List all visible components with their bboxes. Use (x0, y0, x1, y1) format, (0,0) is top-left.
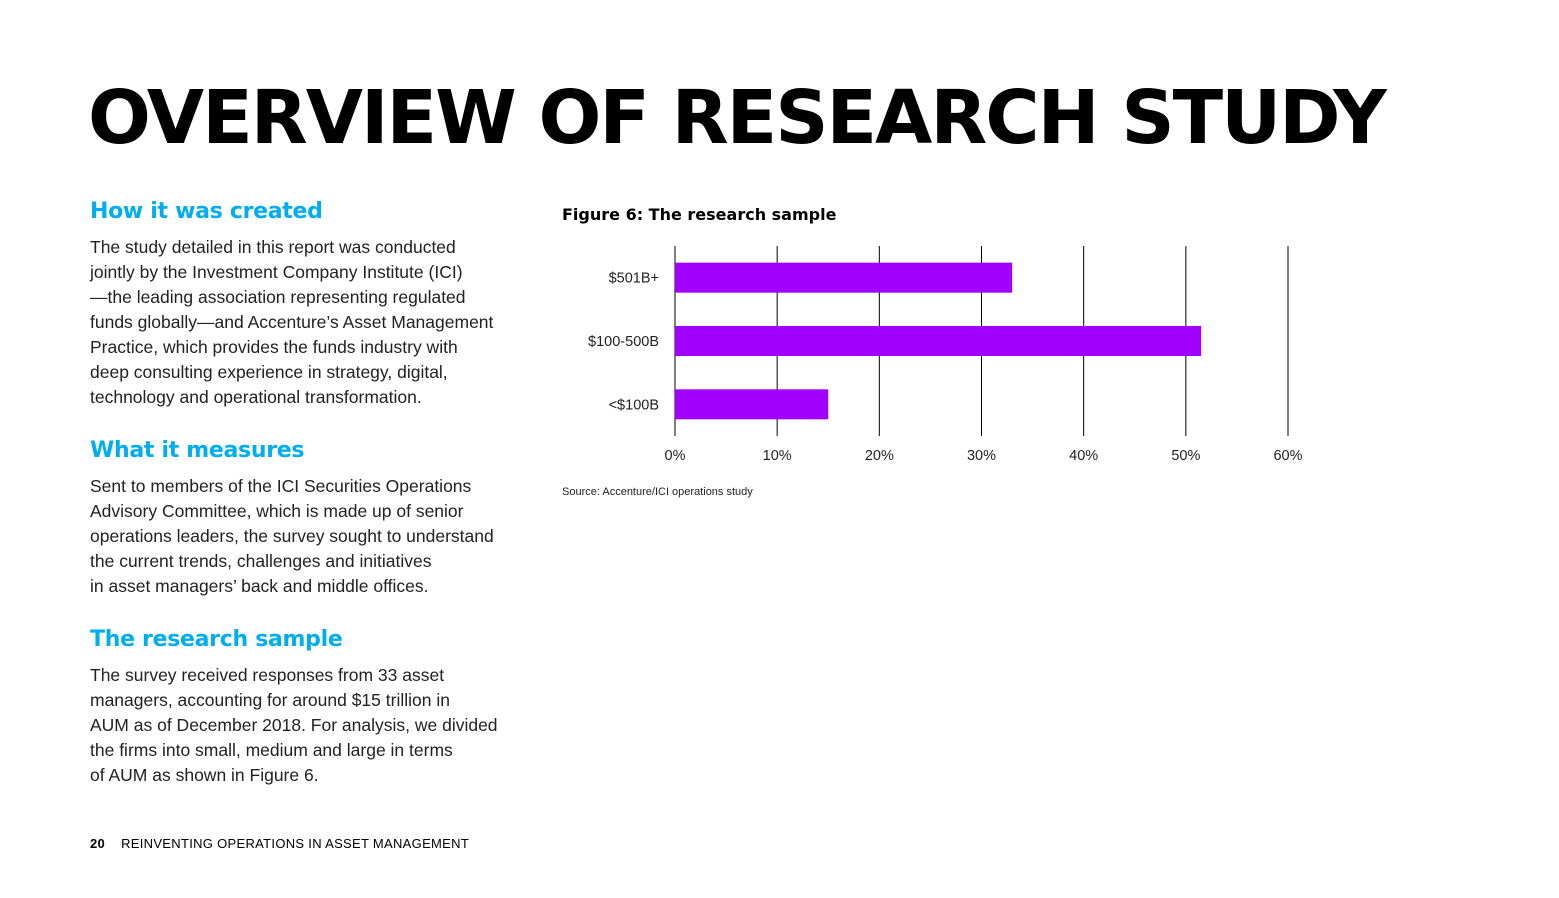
x-tick-label: 20% (865, 448, 894, 464)
figure-research-sample: Figure 6: The research sample 0% 10% 20% 30… (562, 202, 1322, 512)
category-label: <$100B (609, 397, 659, 413)
section-how-created: How it was created The study detailed in… (90, 196, 530, 410)
bar (675, 262, 1013, 293)
source-note: Source: Accenture/ICI operations study (562, 486, 753, 498)
category-label: $100-500B (588, 334, 659, 350)
section-body: The survey received responses from 33 as… (90, 665, 498, 785)
section-heading: The research sample (90, 627, 343, 652)
section-research-sample: The research sample The survey received … (90, 624, 530, 788)
text-column: How it was created The study detailed in… (90, 196, 530, 788)
category-label: $501B+ (609, 271, 659, 287)
section-body: The study detailed in this report was co… (90, 237, 494, 407)
x-tick-label: 60% (1273, 448, 1302, 464)
figure-title: Figure 6: The research sample (562, 205, 837, 224)
bar (675, 326, 1202, 356)
x-tick-label: 0% (665, 448, 686, 464)
x-tick-label: 50% (1171, 448, 1200, 464)
section-what-measures: What it measures Sent to members of the … (90, 435, 530, 599)
page-number: 20 (90, 836, 106, 851)
publication-title: REINVENTING OPERATIONS IN ASSET MANAGEME… (121, 836, 470, 851)
bar-chart: 0% 10% 20% 30% 40% 50% 60% $501B+ $100-500B <$100… (588, 246, 1303, 464)
bar (675, 389, 829, 420)
x-tick-label: 10% (763, 448, 792, 464)
x-tick-label: 40% (1069, 448, 1098, 464)
page-title: OVERVIEW OF RESEARCH STUDY (88, 75, 1387, 161)
section-body: Sent to members of the ICI Securities Op… (90, 476, 494, 596)
section-heading: What it measures (90, 438, 305, 463)
x-tick-label: 30% (967, 448, 996, 464)
page-footer: 20 REINVENTING OPERATIONS IN ASSET MANAGE… (90, 836, 469, 851)
section-heading: How it was created (90, 199, 323, 224)
